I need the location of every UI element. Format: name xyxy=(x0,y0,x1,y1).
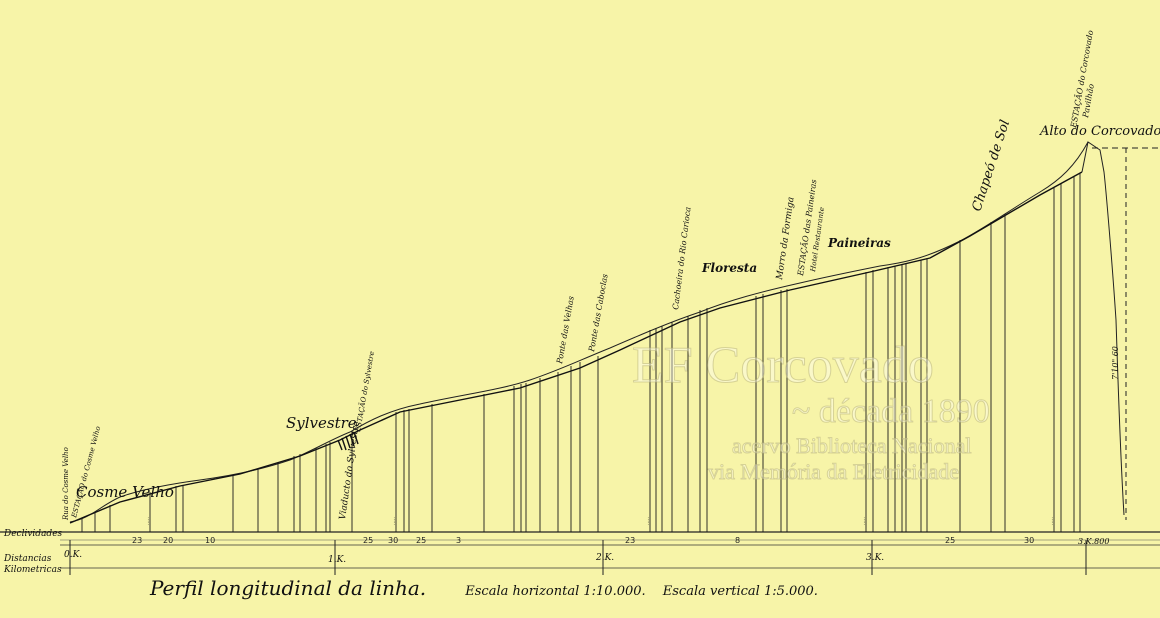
km-end: 3.K.800 xyxy=(1078,537,1109,546)
gradient-2: 10 xyxy=(205,536,215,545)
svg-text:·····: ····· xyxy=(392,517,398,525)
terrain-line xyxy=(69,141,1089,523)
gradient-0: 23 xyxy=(132,536,142,545)
label-estacao-sylvestre: ESTAÇÃO do Sylvestre xyxy=(353,350,376,433)
label-sylvestre: Sylvestre xyxy=(286,414,357,432)
gradient-values: 23 20 10 25 30 25 3 23 8 25 30 xyxy=(132,536,1034,545)
label-ponte-velhas: Ponte das Velhas xyxy=(555,295,576,365)
gradient-8: 8 xyxy=(735,536,740,545)
label-ponte-caboclas: Ponte das Caboclas xyxy=(587,273,610,353)
watermark-line1: EF Corcovado xyxy=(632,337,934,394)
svg-text:·····: ····· xyxy=(146,517,152,525)
label-morro-formiga: Morro da Formiga xyxy=(775,196,797,281)
km-3: 3.K. xyxy=(866,553,884,563)
km-0: 0.K. xyxy=(64,550,82,560)
label-cosme-velho: Cosme Velho xyxy=(76,483,174,501)
label-chapeu-de-sol: Chapeó de Sol xyxy=(970,118,1014,213)
ordinate-annotations: ····· ····· ····· ····· ····· xyxy=(146,517,1056,525)
gradient-1: 20 xyxy=(163,536,173,545)
row-declividades: Declividades xyxy=(3,529,63,539)
gradient-3: 25 xyxy=(363,536,373,545)
caption: Perfil longitudinal da linha. Escala hor… xyxy=(150,576,830,600)
summit-cliff xyxy=(1081,141,1125,516)
gradient-6: 3 xyxy=(456,536,461,545)
gradient-5: 25 xyxy=(416,536,426,545)
caption-title: Perfil longitudinal da linha. xyxy=(150,576,427,600)
gradient-4: 30 xyxy=(388,536,398,545)
watermark-line3: acervo Biblioteca Nacional xyxy=(732,433,971,458)
watermark-line2: ~ década 1890 xyxy=(792,393,990,430)
label-alto-corcovado: Alto do Corcovado xyxy=(1039,124,1160,139)
svg-text:·····: ····· xyxy=(862,517,868,525)
svg-text:·····: ····· xyxy=(1050,517,1056,525)
label-estacao-cosme-velho: ESTAÇÃO do Cosme Velho xyxy=(69,425,102,519)
track-line xyxy=(69,171,1083,524)
caption-v-scale: Escala vertical 1:5.000. xyxy=(662,584,818,599)
gradient-7: 23 xyxy=(625,536,635,545)
gradient-9: 25 xyxy=(945,536,955,545)
ordinates xyxy=(81,173,1081,532)
label-rua-cosme-velho: Rua do Cosme Velho xyxy=(62,447,70,521)
svg-text:·····: ····· xyxy=(646,517,652,525)
gradient-10: 30 xyxy=(1024,536,1034,545)
caption-h-scale: Escala horizontal 1:10.000. xyxy=(465,584,646,599)
label-paineiras: Paineiras xyxy=(827,236,891,250)
label-height: 7'10" 60 xyxy=(1111,346,1120,380)
km-ticks xyxy=(69,540,1087,575)
km-2: 2.K. xyxy=(595,553,614,563)
row-kilometricas: Kilometricas xyxy=(3,565,62,575)
label-cachoeira: Cachoeira do Rio Carioca xyxy=(671,206,693,310)
km-1: 1.K. xyxy=(328,555,346,565)
watermark-line4: via Memória da Eletricidade xyxy=(708,459,959,484)
row-distancias: Distancias xyxy=(3,554,52,564)
label-floresta: Floresta xyxy=(701,261,757,275)
